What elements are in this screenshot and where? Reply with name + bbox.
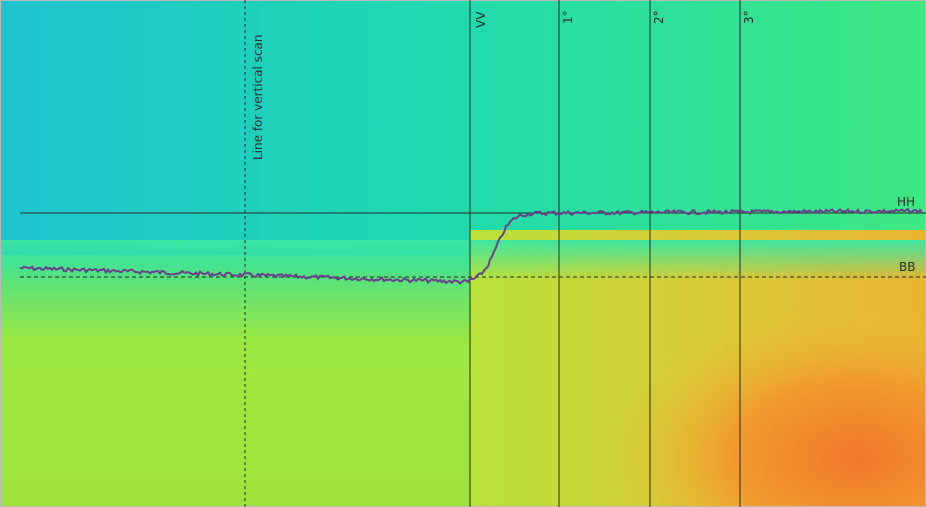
lower-left-region [0, 255, 470, 507]
deg1-label: 1° [561, 10, 575, 24]
scan-line-label: Line for vertical scan [251, 34, 265, 160]
bb-label: BB [899, 260, 915, 274]
profile-curve [19, 207, 923, 285]
hh-label: HH [897, 195, 915, 209]
vv-label: VV [474, 11, 488, 28]
transition-band [0, 240, 926, 280]
deg3-label: 3° [742, 10, 756, 24]
deg2-label: 2° [652, 10, 666, 24]
